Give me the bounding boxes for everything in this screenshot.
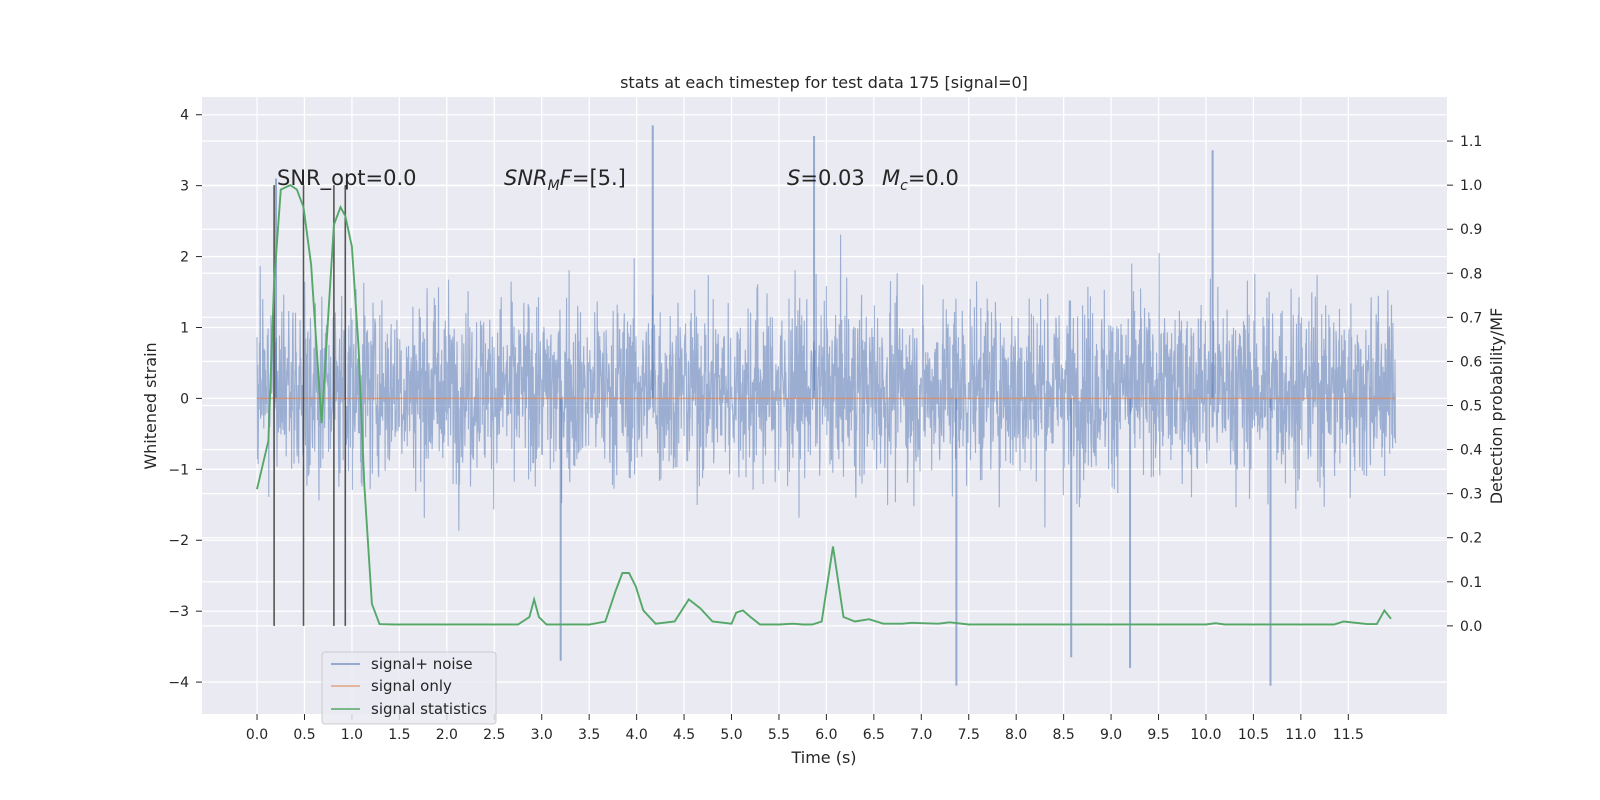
x-tick-label: 5.0 <box>720 727 742 743</box>
y-tick-label-left: −4 <box>168 675 189 691</box>
x-axis-label: Time (s) <box>790 748 856 767</box>
left-y-axis: −4 −3 −2 −1 0 1 2 3 4 <box>168 108 202 691</box>
x-tick-label: 6.5 <box>863 727 885 743</box>
x-tick-label: 11.5 <box>1333 727 1364 743</box>
y-tick-label-right: 0.2 <box>1460 531 1482 547</box>
x-tick-label: 2.0 <box>436 727 458 743</box>
y-tick-label-left: 3 <box>180 179 189 195</box>
y-tick-label-left: 0 <box>180 391 189 407</box>
x-tick-label: 1.5 <box>388 727 410 743</box>
x-tick-label: 2.5 <box>483 727 505 743</box>
y-tick-label-right: 0.9 <box>1460 222 1482 238</box>
left-y-axis-label: Whitened strain <box>141 342 160 469</box>
x-axis: 0.0 0.5 1.0 1.5 2.0 2.5 3.0 3.5 4.0 4.5 5.0 5.5 6.0 6… <box>246 714 1364 743</box>
y-tick-label-left: −3 <box>168 604 189 620</box>
x-tick-label: 8.5 <box>1052 727 1074 743</box>
legend-label-signal-statistics: signal statistics <box>371 700 487 718</box>
legend-box <box>321 651 497 725</box>
y-tick-label-left: 4 <box>180 108 189 124</box>
x-tick-label: 10.0 <box>1190 727 1221 743</box>
right-y-axis-label: Detection probability/MF <box>1487 308 1506 505</box>
y-tick-label-right: 1.0 <box>1460 178 1482 194</box>
x-tick-label: 6.0 <box>815 727 837 743</box>
vertical-markers <box>273 185 347 626</box>
right-y-axis: 0.0 0.1 0.2 0.3 0.4 0.5 0.6 0.7 0.8 0.9 1.0 1.1 <box>1447 134 1482 635</box>
x-tick-label: 9.5 <box>1147 727 1169 743</box>
y-tick-label-left: 1 <box>180 320 189 336</box>
annotation-snr-mf: SNRMF=[5.] <box>504 166 626 194</box>
signal-statistics-line <box>256 184 1392 626</box>
x-tick-label: 5.5 <box>768 727 790 743</box>
annotation-s: S=0.03 <box>787 166 865 190</box>
x-tick-label: 0.5 <box>293 727 315 743</box>
y-tick-label-left: −2 <box>168 533 189 549</box>
x-tick-label: 4.5 <box>673 727 695 743</box>
y-tick-label-right: 0.1 <box>1460 575 1482 591</box>
x-tick-label: 4.0 <box>625 727 647 743</box>
x-tick-label: 8.0 <box>1005 727 1027 743</box>
x-tick-label: 7.5 <box>958 727 980 743</box>
x-tick-label: 3.0 <box>531 727 553 743</box>
y-tick-label-right: 0.7 <box>1460 310 1482 326</box>
x-tick-label: 9.0 <box>1100 727 1122 743</box>
y-tick-label-left: −1 <box>168 462 189 478</box>
annotation-s-value: =0.03 <box>800 166 864 190</box>
y-tick-label-right: 0.4 <box>1460 443 1482 459</box>
legend-label-signal-only: signal only <box>371 677 452 695</box>
y-tick-label-right: 0.8 <box>1460 266 1482 282</box>
y-tick-label-right: 1.1 <box>1460 134 1482 150</box>
legend: signal+ noise signal only signal statist… <box>321 651 497 725</box>
x-tick-label: 3.5 <box>578 727 600 743</box>
signal-statistics-series <box>256 184 1392 626</box>
annotation-mc-value: =0.0 <box>908 166 959 190</box>
y-tick-label-right: 0.6 <box>1460 354 1482 370</box>
annotation-mc: Mc=0.0 <box>882 166 959 194</box>
legend-label-signal-plus-noise: signal+ noise <box>371 655 473 673</box>
x-tick-label: 1.0 <box>341 727 363 743</box>
chart-title: stats at each timestep for test data 175… <box>620 73 1028 92</box>
y-tick-label-right: 0.0 <box>1460 619 1482 635</box>
signal-plus-noise-series <box>256 125 1397 686</box>
signal-plus-noise-line <box>256 234 1397 531</box>
x-tick-label: 11.0 <box>1285 727 1316 743</box>
annotation-snr-mf-value: [5.] <box>589 166 625 190</box>
y-tick-label-right: 0.3 <box>1460 487 1482 503</box>
annotation-snr-opt: SNR_opt=0.0 <box>277 166 417 191</box>
x-tick-label: 7.0 <box>910 727 932 743</box>
y-tick-label-right: 0.5 <box>1460 399 1482 415</box>
y-tick-label-left: 2 <box>180 250 189 266</box>
x-tick-label: 10.5 <box>1238 727 1269 743</box>
x-tick-label: 0.0 <box>246 727 268 743</box>
